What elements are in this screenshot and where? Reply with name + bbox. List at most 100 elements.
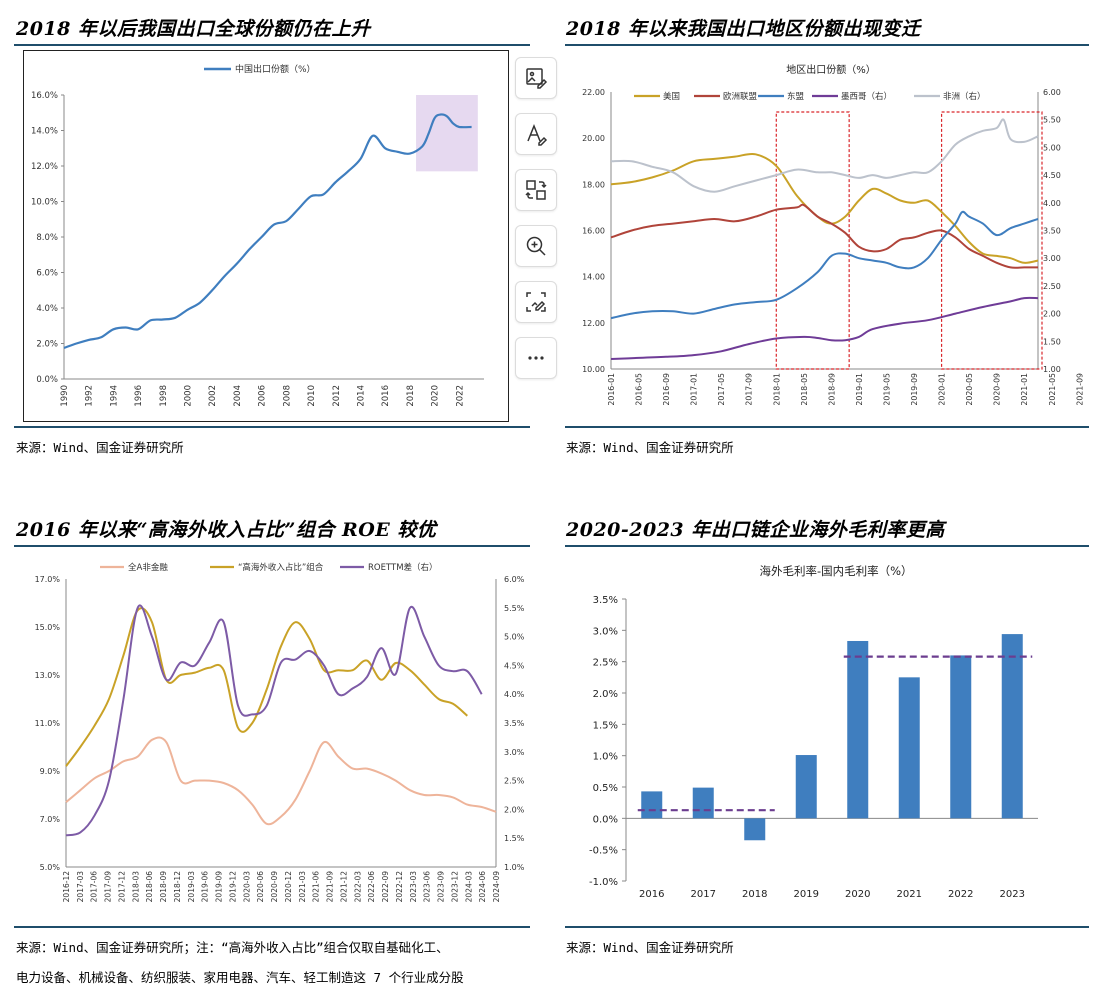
image-edit-button[interactable] <box>515 57 557 99</box>
x-tick-label: 2019-01 <box>855 373 864 406</box>
x-tick-label: 2019-05 <box>882 373 891 406</box>
series-line <box>65 607 468 767</box>
legend-label: 全A非金融 <box>128 562 168 573</box>
x-tick-label: 2017-06 <box>90 871 99 903</box>
y-tick-label: -0.5% <box>589 846 618 857</box>
highlight-box <box>416 95 478 172</box>
y-right-tick-label: 4.00 <box>1043 199 1061 208</box>
x-tick-label: 2016-05 <box>635 373 644 406</box>
x-tick-label: 2019-06 <box>201 871 210 903</box>
y-right-tick-label: 5.00 <box>1043 143 1061 152</box>
x-tick-label: 2024-06 <box>478 871 487 903</box>
x-tick-label: 2018-03 <box>131 871 140 903</box>
x-tick-label: 2017-05 <box>717 373 726 406</box>
x-tick-label: 2018 <box>742 889 767 900</box>
divider-bottom-left-upper <box>14 545 530 547</box>
legend-label: 墨西哥（右） <box>841 91 892 102</box>
legend-label: 中国出口份额（%） <box>235 63 316 75</box>
y-right-tick-label: 4.5% <box>504 661 525 670</box>
x-tick-label: 2021 <box>897 889 922 900</box>
x-tick-label: 2017-09 <box>104 871 113 903</box>
bar <box>795 755 817 819</box>
x-tick-label: 2002 <box>208 385 218 407</box>
x-tick-label: 2021-12 <box>339 871 348 903</box>
text-edit-button[interactable] <box>515 113 557 155</box>
bar <box>847 640 869 819</box>
legend-label: 东盟 <box>787 91 805 102</box>
convert-icon <box>525 180 547 200</box>
series-line <box>65 736 497 826</box>
y-right-tick-label: 1.5% <box>504 834 525 843</box>
y-tick-label: 0.5% <box>593 783 618 794</box>
y-right-tick-label: 1.0% <box>504 863 525 872</box>
y-tick-label: 16.00 <box>582 227 605 236</box>
x-tick-label: 2018-06 <box>145 871 154 903</box>
chart-frame-share <box>23 50 509 422</box>
x-tick-label: 2023-06 <box>423 871 432 903</box>
x-tick-label: 1990 <box>60 385 70 407</box>
x-tick-label: 2020 <box>431 385 441 407</box>
more-button[interactable] <box>515 337 557 379</box>
y-tick-label: 14.00 <box>582 273 605 282</box>
x-tick-label: 2023-12 <box>450 871 459 903</box>
series-line <box>610 210 1039 320</box>
convert-button[interactable] <box>515 169 557 211</box>
y-tick-label: 18.00 <box>582 180 605 189</box>
x-tick-label: 2016 <box>381 385 391 407</box>
source-note-top-right: 来源：Wind、国金证券研究所 <box>566 440 734 455</box>
highlight-dashed-box <box>940 111 1043 370</box>
x-tick-label: 2020-06 <box>256 871 265 903</box>
y-right-tick-label: 3.00 <box>1043 254 1061 263</box>
x-tick-label: 1994 <box>109 385 119 407</box>
y-tick-label: 2.0% <box>36 340 58 350</box>
chart-region-export-share: 地区出口份额（%） 10.00 12.00 14.00 16.00 18.00 20.00 2… <box>582 63 1084 406</box>
x-tick-label: 2021-09 <box>326 871 335 903</box>
divider-bottom-right-upper <box>565 545 1089 547</box>
x-tick-label: 2017-01 <box>690 373 699 406</box>
series-line <box>65 604 483 837</box>
y-tick-label: 10.0% <box>31 198 58 208</box>
legend-label: 欧洲联盟 <box>723 91 758 102</box>
bar <box>641 791 663 819</box>
y-tick-label: 7.0% <box>40 815 61 824</box>
legend-label: “高海外收入占比”组合 <box>238 562 324 573</box>
y-tick-label: 11.0% <box>35 719 61 728</box>
more-icon <box>528 356 544 360</box>
x-tick-label: 2006 <box>258 385 268 407</box>
screenshot-edit-button[interactable] <box>515 281 557 323</box>
x-tick-label: 2022-09 <box>381 871 390 903</box>
y-tick-label: 5.0% <box>40 863 61 872</box>
zoom-in-button[interactable] <box>515 225 557 267</box>
section-title-top-left: 2018 年以后我国出口全球份额仍在上升 <box>16 18 371 40</box>
y-right-tick-label: 5.5% <box>504 604 525 613</box>
y-tick-label: 3.0% <box>593 626 618 637</box>
zoom-in-icon <box>526 236 546 256</box>
x-tick-label: 2012 <box>332 385 342 407</box>
x-tick-label: 2021-06 <box>312 871 321 903</box>
x-tick-label: 2021-01 <box>1020 373 1029 406</box>
y-tick-label: 4.0% <box>36 304 58 314</box>
y-right-tick-label: 3.5% <box>504 719 525 728</box>
x-tick-label: 2020-03 <box>242 871 251 903</box>
x-tick-label: 2019-03 <box>187 871 196 903</box>
x-tick-label: 2019-09 <box>215 871 224 903</box>
y-tick-label: 2.0% <box>593 689 618 700</box>
y-tick-label: 6.0% <box>36 269 58 279</box>
y-tick-label: 13.0% <box>35 671 61 680</box>
source-note-bottom-left-line2: 电力设备、机械设备、纺织服装、家用电器、汽车、轻工制造这 7 个行业成分股 <box>16 970 464 985</box>
x-tick-label: 2018-09 <box>159 871 168 903</box>
chart-china-export-share: 0.0% 2.0% 4.0% 6.0% 8.0% 10.0% 12.0% 14.0% 16.0%… <box>31 63 484 407</box>
y-right-tick-label: 4.0% <box>504 690 525 699</box>
divider-top-left-upper <box>14 44 530 46</box>
y-right-tick-label: 6.00 <box>1043 88 1061 97</box>
y-tick-label: 0.0% <box>593 814 618 825</box>
x-tick-label: 2019 <box>794 889 819 900</box>
x-tick-label: 2020-09 <box>993 373 1002 406</box>
section-title-bottom-right: 2020-2023 年出口链企业海外毛利率更高 <box>566 519 945 541</box>
chart-title: 海外毛利率-国内毛利率（%） <box>759 564 912 578</box>
y-tick-label: 15.0% <box>35 623 61 632</box>
source-note-bottom-right: 来源：Wind、国金证券研究所 <box>566 940 734 955</box>
x-tick-label: 2020-01 <box>938 373 947 406</box>
divider-bottom-left-lower <box>14 926 530 928</box>
x-tick-label: 2021-03 <box>298 871 307 903</box>
